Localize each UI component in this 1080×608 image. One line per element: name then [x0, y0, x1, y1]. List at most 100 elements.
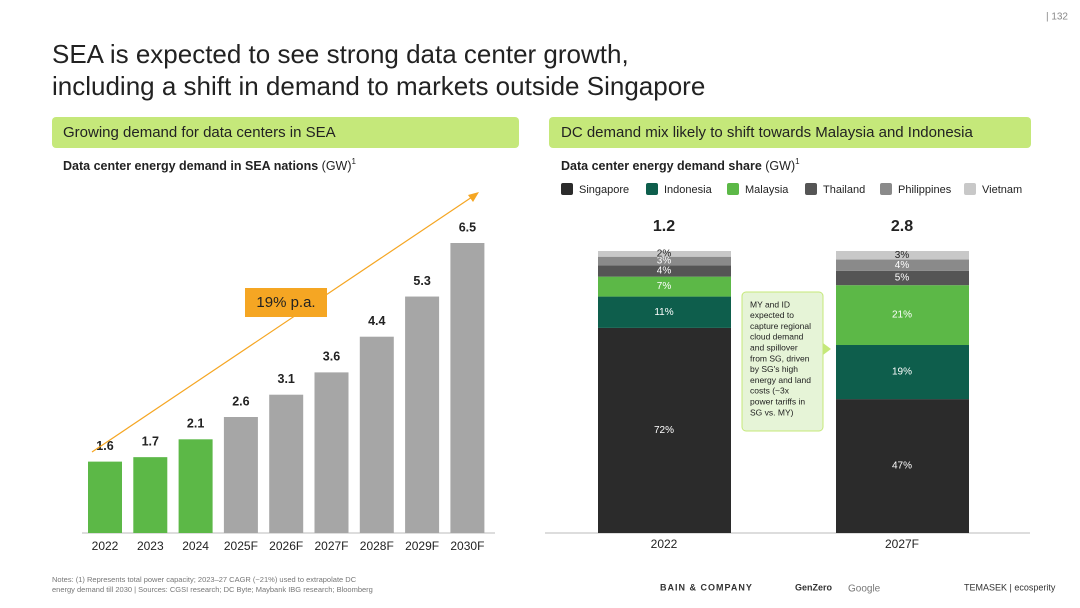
x-tick-label: 2030F: [450, 539, 484, 553]
unit: (GW): [765, 159, 795, 173]
segment: [836, 285, 969, 345]
bar: [269, 394, 304, 533]
legend-swatch: [561, 183, 573, 195]
value-label: 4.4: [368, 314, 385, 328]
segment: [598, 327, 731, 533]
callout-text: SG vs. MY): [750, 407, 794, 417]
title-text: Data center energy demand share: [561, 159, 762, 173]
x-tick-label: 2029F: [405, 539, 439, 553]
segment-label: 5%: [895, 273, 910, 284]
x-tick-label: 2026F: [269, 539, 303, 553]
x-tick-label: 2025F: [224, 539, 258, 553]
legend-label: Malaysia: [745, 184, 789, 196]
segment: [836, 399, 969, 533]
total-label: 1.2: [653, 218, 675, 235]
chart-title: Data center energy demand share (GW)1: [561, 157, 800, 173]
segment: [836, 251, 969, 260]
bar: [133, 457, 168, 533]
segment: [598, 256, 731, 266]
title-line: including a shift in demand to markets o…: [52, 71, 705, 101]
x-tick-label: 2022: [92, 539, 119, 553]
callout-text: costs (~3x: [750, 386, 790, 396]
callout-text: by SG's high: [750, 364, 798, 374]
legend-swatch: [964, 183, 976, 195]
logo: BAIN & COMPANY: [660, 582, 753, 592]
value-label: 5.3: [413, 274, 430, 288]
unit: (GW): [322, 159, 352, 173]
footnote-mark: 1: [795, 157, 800, 166]
annotation: 19% p.a.: [256, 294, 315, 311]
page-number: | 132: [1046, 12, 1068, 23]
x-tick-label: 2023: [137, 539, 164, 553]
segment: [598, 296, 731, 328]
legend-label: Singapore: [579, 184, 629, 196]
legend-label: Thailand: [823, 184, 865, 196]
legend-label: Philippines: [898, 184, 952, 196]
logo: GenZero: [795, 582, 833, 592]
x-tick-label: 2022: [651, 537, 678, 551]
x-tick-label: 2028F: [360, 539, 394, 553]
legend-swatch: [646, 183, 658, 195]
legend-label: Indonesia: [664, 184, 713, 196]
bar: [178, 439, 213, 533]
segment-label: 72%: [654, 425, 674, 436]
chart-title: Data center energy demand in SEA nations…: [63, 157, 357, 173]
header-bar: [52, 117, 519, 148]
notes: energy demand till 2030 | Sources: CGSI …: [52, 585, 373, 594]
segment: [598, 276, 731, 297]
segment-label: 2%: [657, 248, 672, 259]
annotation-box: [245, 288, 327, 317]
segment-label: 47%: [892, 461, 912, 472]
bar: [405, 296, 440, 533]
chart-header: Growing demand for data centers in SEA: [63, 124, 336, 141]
segment: [836, 345, 969, 400]
segment: [598, 265, 731, 277]
value-label: 2.6: [232, 394, 249, 408]
footnote-mark: 1: [352, 157, 357, 166]
segment-label: 3%: [657, 256, 672, 267]
logo: TEMASEK | ecosperity: [964, 582, 1056, 592]
value-label: 6.5: [459, 220, 476, 234]
legend-swatch: [805, 183, 817, 195]
segment-label: 3%: [895, 250, 910, 261]
callout-box: [741, 291, 824, 432]
callout-text: expected to: [750, 310, 794, 320]
segment-label: 19%: [892, 367, 912, 378]
x-tick-label: 2027F: [314, 539, 348, 553]
x-tick-label: 2027F: [885, 537, 919, 551]
header-bar: [549, 117, 1031, 148]
value-label: 1.7: [142, 434, 159, 448]
callout-text: power tariffs in: [750, 396, 805, 406]
value-label: 3.6: [323, 350, 340, 364]
callout-pointer: [823, 343, 831, 355]
x-tick-label: 2024: [182, 539, 209, 553]
callout-text: MY and ID: [750, 299, 790, 309]
callout-text: from SG, driven: [750, 353, 810, 363]
bar: [450, 243, 485, 533]
callout-text: and spillover: [750, 342, 798, 352]
segment-label: 11%: [654, 307, 673, 318]
callout-text: capture regional: [750, 321, 811, 331]
segment-label: 4%: [895, 260, 910, 271]
segment-label: 7%: [657, 281, 672, 292]
value-label: 2.1: [187, 417, 204, 431]
segment: [598, 251, 731, 257]
title-line: SEA is expected to see strong data cente…: [52, 39, 629, 69]
value-label: 1.6: [96, 439, 113, 453]
bar: [88, 461, 122, 533]
segment-label: 21%: [892, 310, 912, 321]
notes: Notes: (1) Represents total power capaci…: [52, 575, 357, 584]
total-label: 2.8: [891, 218, 913, 235]
trend-arrow: [91, 196, 473, 453]
legend-swatch: [880, 183, 892, 195]
callout-text: energy and land: [750, 375, 811, 385]
legend-label: Vietnam: [982, 184, 1022, 196]
chart-header: DC demand mix likely to shift towards Ma…: [561, 124, 974, 141]
segment: [836, 270, 969, 286]
legend-swatch: [727, 183, 739, 195]
bar: [314, 372, 349, 533]
segment-label: 4%: [657, 266, 672, 277]
logo: Google: [848, 584, 881, 595]
title-text: Data center energy demand in SEA nations: [63, 159, 318, 173]
bar: [359, 336, 394, 533]
